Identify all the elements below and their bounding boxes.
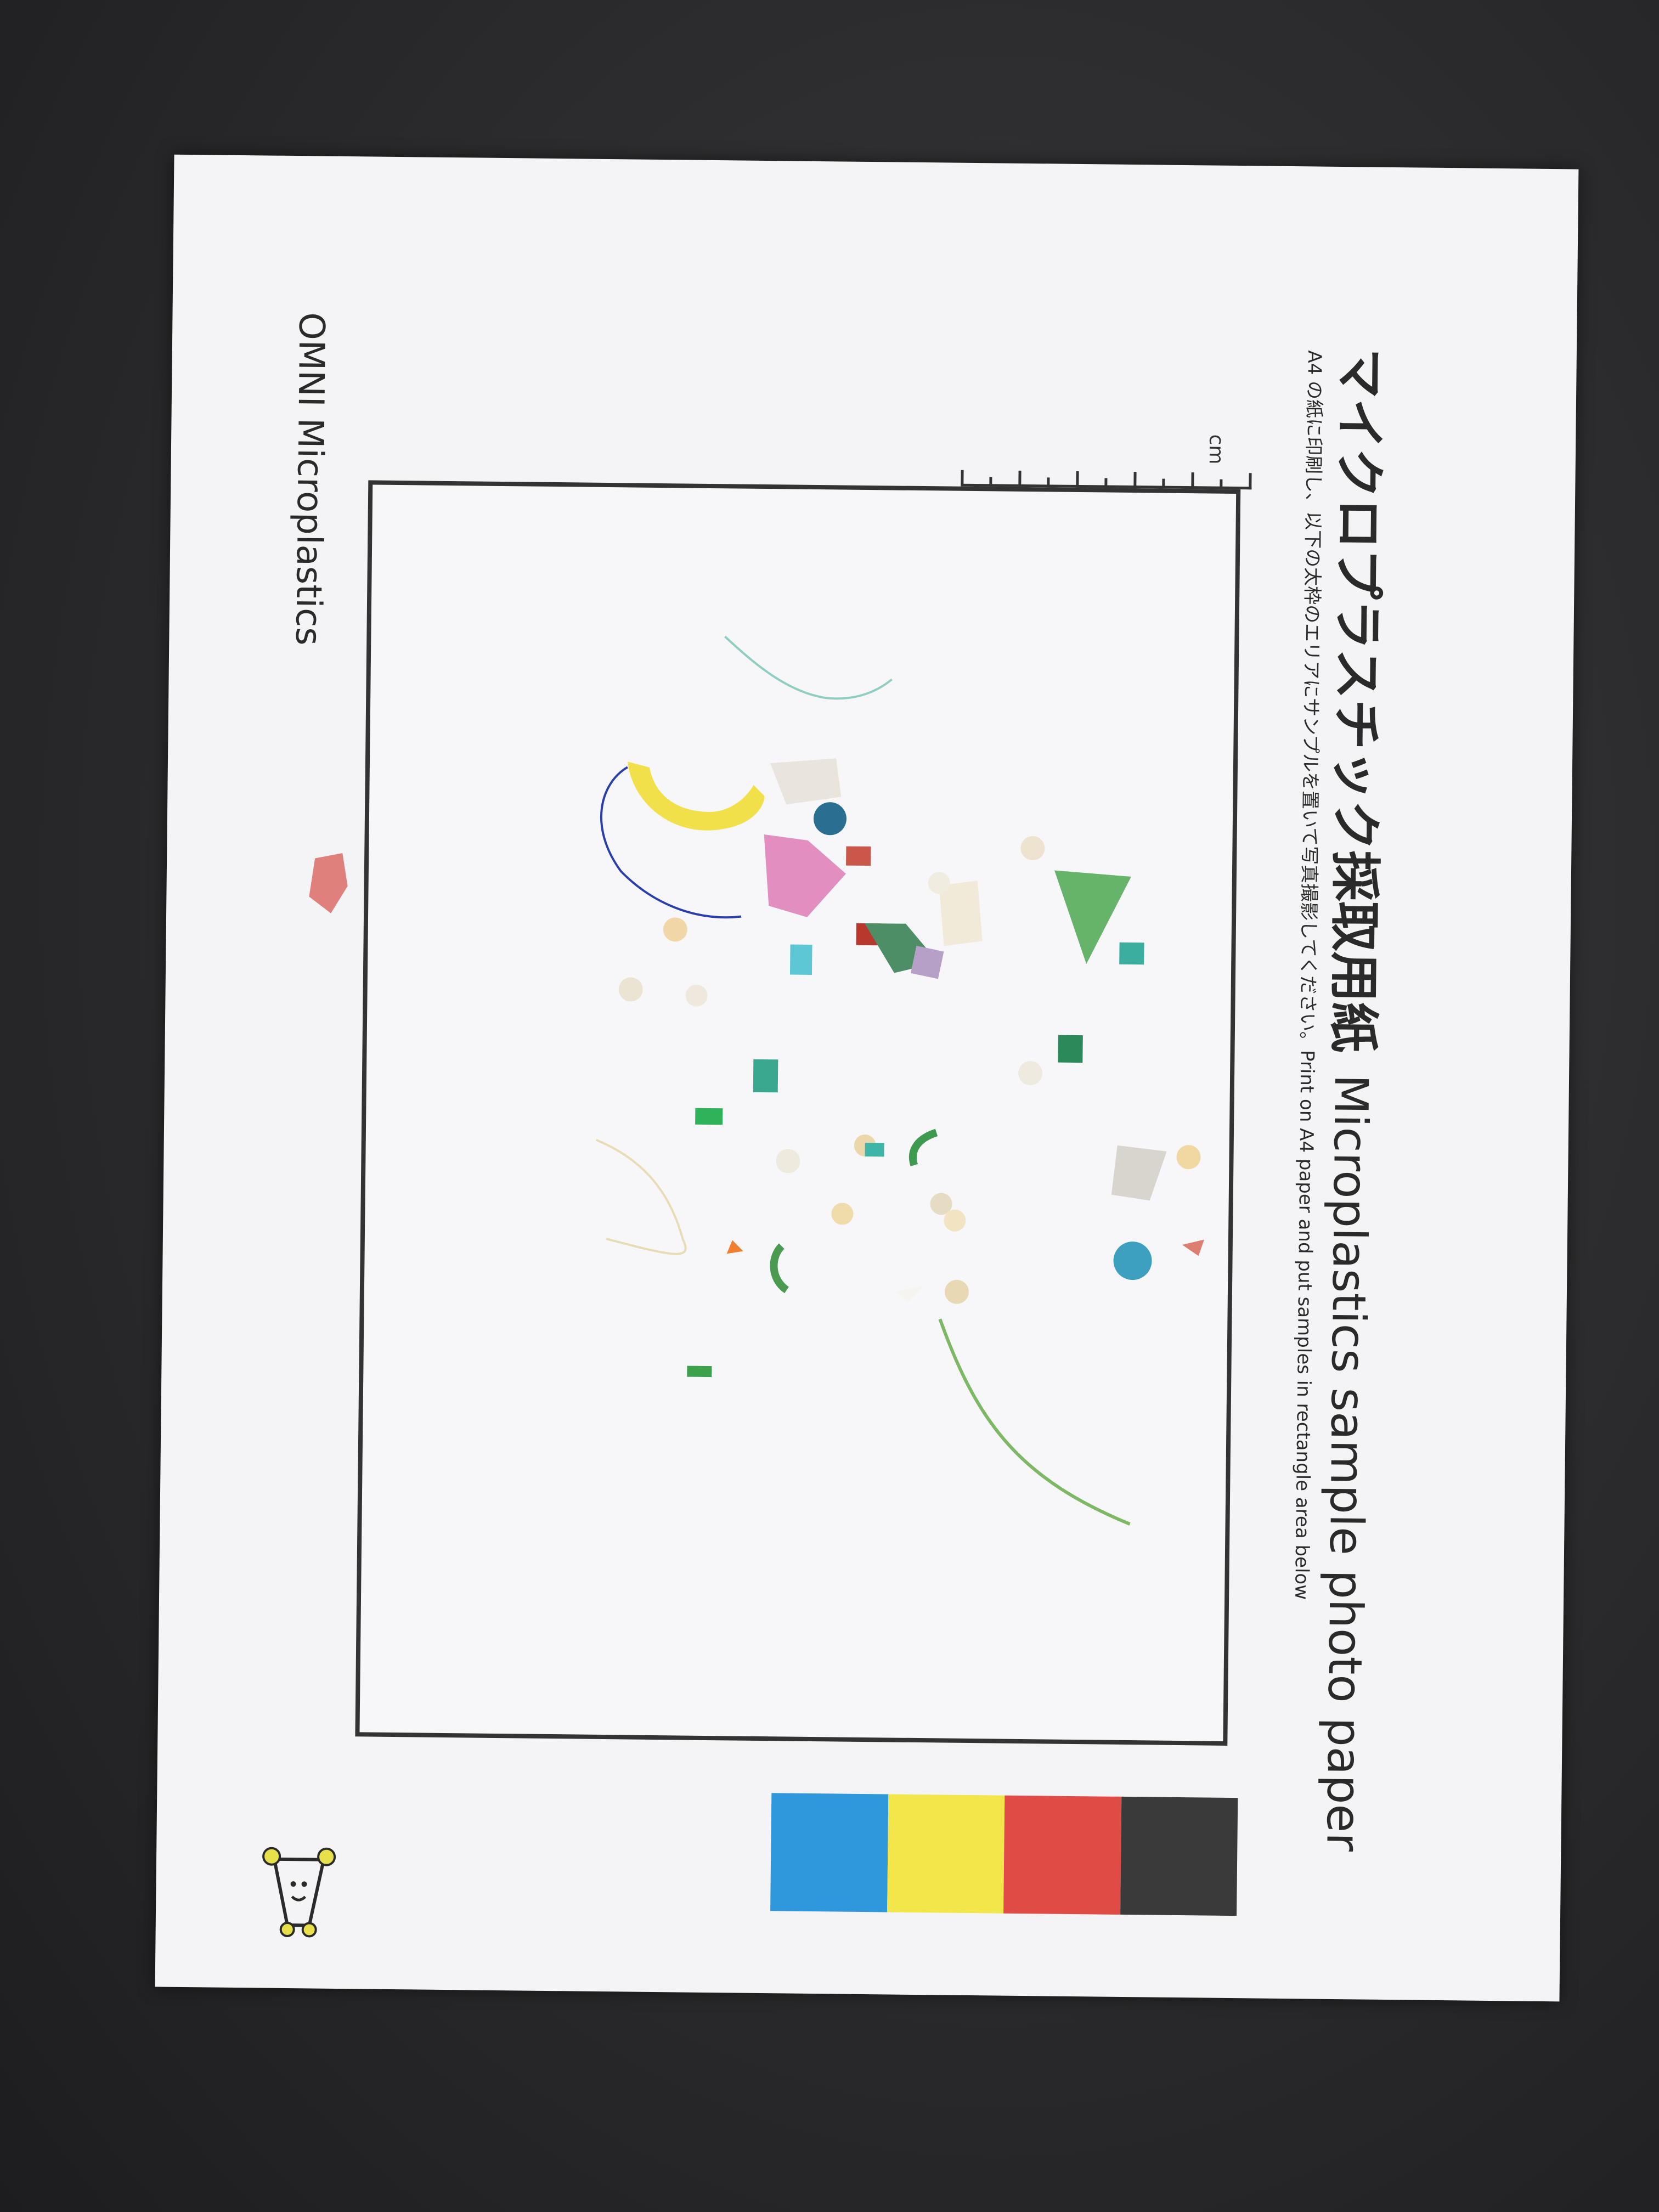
pink-fragment-outside [309, 853, 348, 913]
green-fragment [770, 1243, 789, 1294]
pellet [944, 1279, 969, 1304]
teal-fragment [1119, 942, 1144, 965]
white-fragment [896, 1286, 924, 1302]
pellet [831, 1203, 854, 1225]
coral-fragment [1182, 1239, 1204, 1256]
cyan-fragment [789, 944, 812, 975]
title-japanese: マイクロプラスチック採取用紙 [1323, 347, 1390, 1053]
teal-fragment [753, 1059, 778, 1093]
brand-label: OMNI Microplastics [287, 312, 332, 646]
pellet [776, 1149, 800, 1173]
swatch-black [1120, 1796, 1238, 1916]
pink-shard [764, 834, 846, 917]
green-fragment [909, 1128, 938, 1167]
sample-paper: マイクロプラスチック採取用紙 Microplastics sample photo… [155, 154, 1579, 2002]
white-fragment [770, 758, 842, 805]
pellet [1020, 836, 1045, 861]
blue-fiber [600, 766, 742, 919]
pellet [944, 1209, 966, 1232]
green-fragment [687, 1365, 712, 1378]
swatch-yellow [887, 1794, 1005, 1914]
swatch-red [1003, 1795, 1121, 1915]
white-fragment [939, 881, 983, 946]
ruler-unit-label: cm [1204, 434, 1228, 465]
omni-mascot-icon [262, 1847, 336, 1938]
pellet [930, 1193, 952, 1215]
green-fragment [695, 1108, 723, 1125]
pellet [1018, 1061, 1043, 1086]
pellet [618, 977, 643, 1002]
green-fiber [938, 1318, 1131, 1526]
grey-fragment [1111, 1145, 1167, 1201]
green-fragment [1058, 1035, 1083, 1063]
blue-fragment [1113, 1242, 1152, 1280]
cream-fiber [596, 1138, 687, 1255]
pellet [685, 984, 708, 1007]
pellet [663, 917, 687, 942]
pellet [928, 872, 950, 894]
teal-fragment [865, 1142, 884, 1157]
title-english: Microplastics sample photo paper [1316, 1074, 1379, 1852]
orange-fragment [726, 1240, 743, 1254]
color-calibration-strip [770, 1793, 1238, 1916]
cyan-fiber [724, 635, 893, 700]
sample-area-frame [355, 480, 1241, 1746]
blue-fragment [813, 802, 847, 836]
lilac-fragment [911, 945, 944, 979]
pellet [1176, 1145, 1201, 1170]
swatch-blue [770, 1793, 888, 1912]
green-shard [1054, 870, 1131, 964]
yellow-clip [628, 761, 765, 831]
red-fragment [846, 846, 871, 866]
microplastic-samples [596, 635, 1204, 1526]
